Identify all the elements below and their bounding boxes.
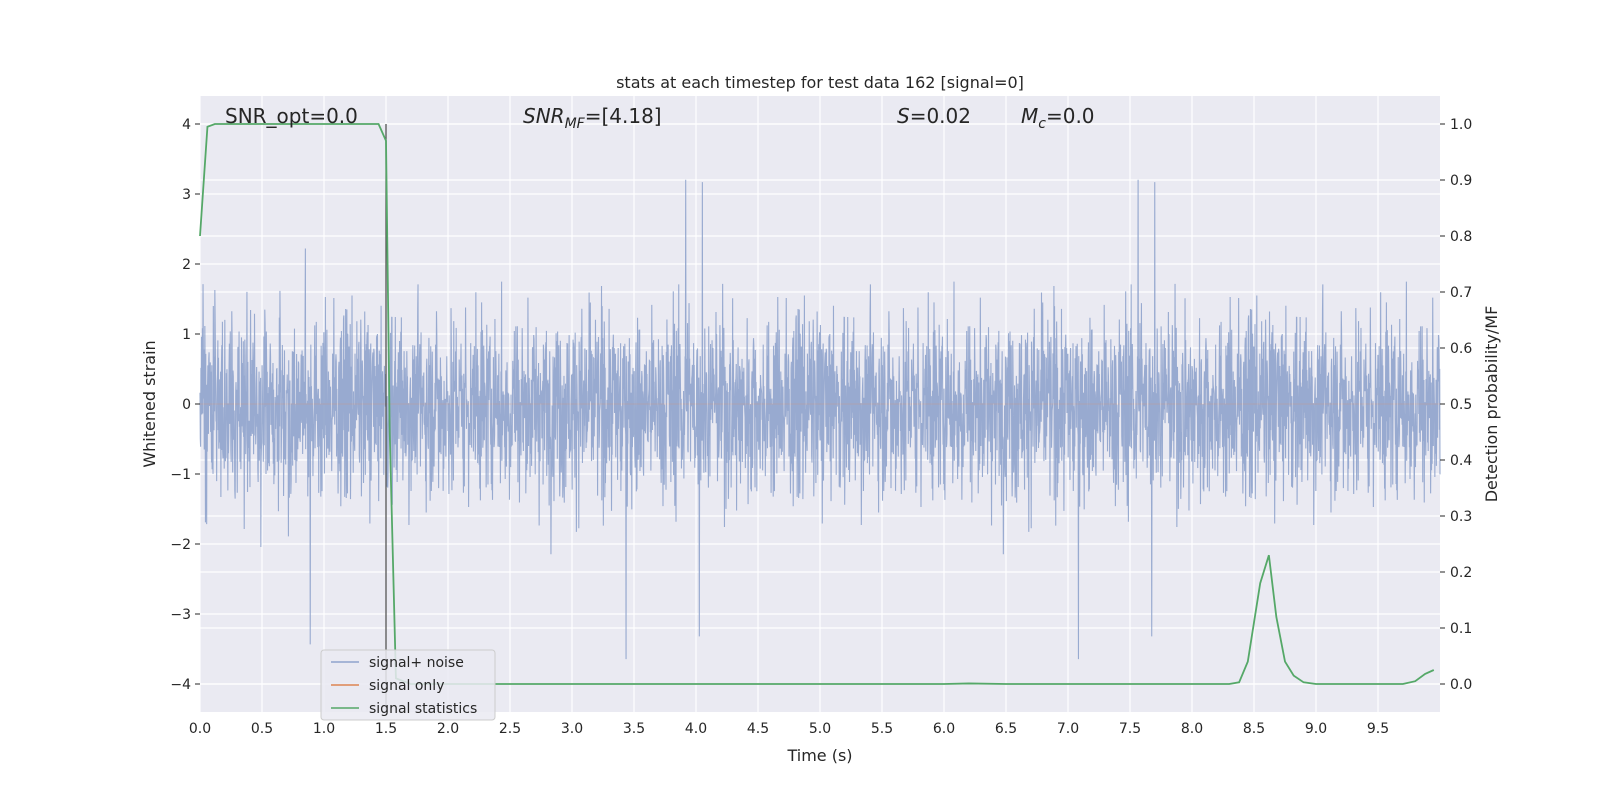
mc-symbol: M — [1021, 104, 1038, 128]
x-tick-label: 6.5 — [995, 721, 1017, 737]
x-tick-label: 2.5 — [499, 721, 521, 737]
x-tick-label: 7.5 — [1119, 721, 1141, 737]
x-tick-label: 2.0 — [437, 721, 459, 737]
annotation-mc: Mc=0.0 — [1021, 104, 1095, 132]
y-tick-label: 2 — [182, 257, 191, 273]
y2-tick-label: 0.4 — [1450, 453, 1472, 469]
y2-tick-label: 0.5 — [1450, 397, 1472, 413]
legend-label-signal-statistics: signal statistics — [369, 701, 477, 717]
y2-tick-labels: 1.0 0.9 0.8 0.7 0.6 0.5 0.4 0.3 0.2 0.1 0.0 — [1440, 117, 1472, 693]
legend-label-signal-only: signal only — [369, 678, 444, 694]
y-tick-label: −4 — [170, 677, 191, 693]
x-tick-label: 5.5 — [871, 721, 893, 737]
x-tick-label: 6.0 — [933, 721, 955, 737]
x-tick-label: 4.5 — [747, 721, 769, 737]
chart-title: stats at each timestep for test data 162… — [616, 73, 1024, 92]
s-value: =0.02 — [910, 104, 971, 128]
x-tick-label: 1.0 — [313, 721, 335, 737]
y2-tick-label: 0.9 — [1450, 173, 1472, 189]
annotation-s: S=0.02 — [897, 104, 971, 128]
x-tick-label: 3.5 — [623, 721, 645, 737]
y2-tick-label: 1.0 — [1450, 117, 1472, 133]
legend-label-signal-noise: signal+ noise — [369, 655, 464, 671]
legend: signal+ noise signal only signal statist… — [320, 649, 496, 721]
x-tick-label: 8.5 — [1243, 721, 1265, 737]
snr-mf-value: =[4.18] — [585, 104, 662, 128]
y2-tick-label: 0.7 — [1450, 285, 1472, 301]
y-tick-label: −1 — [170, 467, 191, 483]
y-tick-labels: 4 3 2 1 0 −1 −2 −3 −4 — [170, 117, 200, 693]
y2-tick-label: 0.8 — [1450, 229, 1472, 245]
signal-statistics-line — [199, 123, 1435, 685]
y2-tick-label: 0.6 — [1450, 341, 1472, 357]
x-tick-label: 5.0 — [809, 721, 831, 737]
y-tick-label: 1 — [182, 327, 191, 343]
y2-tick-label: 0.0 — [1450, 677, 1472, 693]
y2-axis-label: Detection probability/MF — [1482, 306, 1501, 503]
x-tick-label: 1.5 — [375, 721, 397, 737]
series-signal-statistics — [199, 123, 1435, 685]
y2-tick-label: 0.2 — [1450, 565, 1472, 581]
y-tick-label: −3 — [170, 607, 191, 623]
x-tick-label: 8.0 — [1181, 721, 1203, 737]
y2-tick-label: 0.1 — [1450, 621, 1472, 637]
x-tick-label: 9.0 — [1305, 721, 1327, 737]
snr-mf-subscript: MF — [565, 116, 586, 132]
x-tick-labels: 0.0 0.5 1.0 1.5 2.0 2.5 3.0 3.5 4.0 4.5 5.0 5.5 6.0 6… — [189, 721, 1389, 737]
annotation-snr-opt: SNR_opt=0.0 — [225, 104, 358, 128]
mc-value: =0.0 — [1046, 104, 1095, 128]
x-tick-label: 7.0 — [1057, 721, 1079, 737]
y-tick-label: −2 — [170, 537, 191, 553]
annotation-snr-mf: SNRMF=[4.18] — [523, 104, 662, 132]
x-axis-label: Time (s) — [786, 746, 852, 765]
x-tick-label: 0.5 — [251, 721, 273, 737]
y-axis-label: Whitened strain — [140, 340, 159, 467]
y-tick-label: 4 — [182, 117, 191, 133]
mc-subscript: c — [1038, 116, 1046, 132]
s-symbol: S — [897, 104, 910, 128]
series-signal-noise — [199, 179, 1441, 660]
x-tick-label: 3.0 — [561, 721, 583, 737]
y-tick-label: 3 — [182, 187, 191, 203]
signal-noise-line — [199, 179, 1441, 660]
x-tick-label: 0.0 — [189, 721, 211, 737]
y2-tick-label: 0.3 — [1450, 509, 1472, 525]
snr-mf-symbol: SNR — [523, 104, 565, 128]
y-tick-label: 0 — [182, 397, 191, 413]
x-tick-label: 4.0 — [685, 721, 707, 737]
x-tick-label: 9.5 — [1367, 721, 1389, 737]
legend-box — [320, 649, 496, 721]
